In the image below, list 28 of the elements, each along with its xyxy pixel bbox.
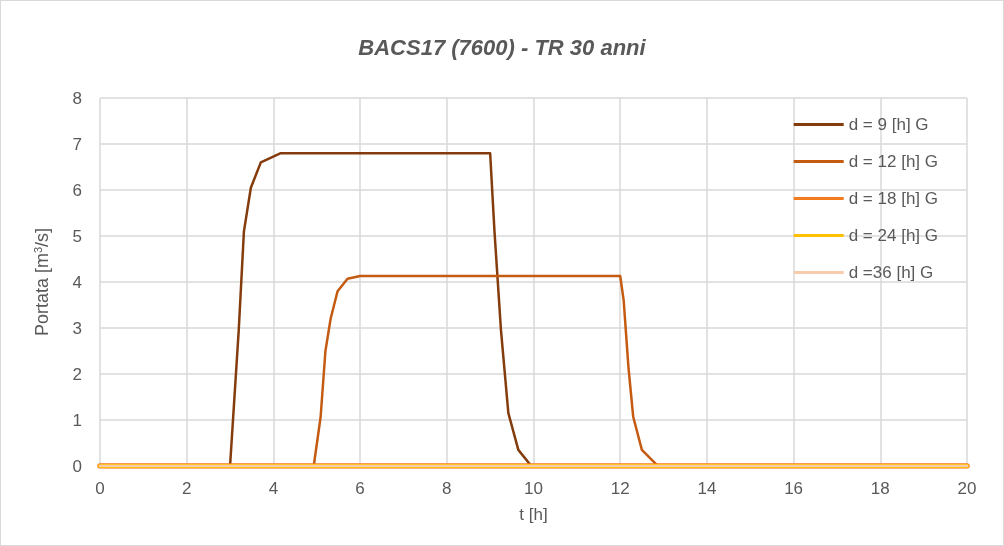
y-tick-label: 7 (72, 134, 82, 154)
x-tick-label: 6 (355, 479, 365, 498)
y-tick-label: 6 (72, 180, 82, 200)
x-tick-label: 8 (442, 479, 452, 498)
chart-title: BACS17 (7600) - TR 30 anni (358, 34, 647, 60)
x-tick-label: 10 (524, 479, 543, 498)
legend-label: d = 18 [h] G (848, 189, 938, 208)
legend-label: d = 9 [h] G (848, 115, 929, 134)
x-tick-label: 2 (181, 479, 192, 498)
y-tick-label: 5 (72, 226, 82, 246)
x-tick-label: 20 (957, 479, 977, 498)
x-tick-label: 12 (610, 479, 630, 498)
y-tick-label: 0 (72, 456, 82, 476)
y-axis-title: Portata [m3/s] (31, 227, 52, 337)
legend-label: d = 12 [h] G (848, 152, 938, 171)
legend-label: d = 24 [h] G (848, 226, 938, 245)
x-tick-label: 0 (95, 479, 105, 498)
x-tick-label: 16 (784, 479, 804, 498)
legend-label: d =36 [h] G (848, 263, 934, 282)
x-tick-label: 14 (697, 479, 717, 498)
y-tick-label: 3 (72, 318, 82, 338)
x-axis-title: t [h] (519, 505, 548, 524)
y-tick-label: 1 (72, 410, 82, 430)
y-tick-label: 4 (72, 272, 82, 292)
x-tick-label: 18 (870, 479, 890, 498)
y-tick-label: 8 (72, 88, 82, 108)
x-tick-label: 4 (268, 479, 279, 498)
y-tick-label: 2 (72, 364, 82, 384)
